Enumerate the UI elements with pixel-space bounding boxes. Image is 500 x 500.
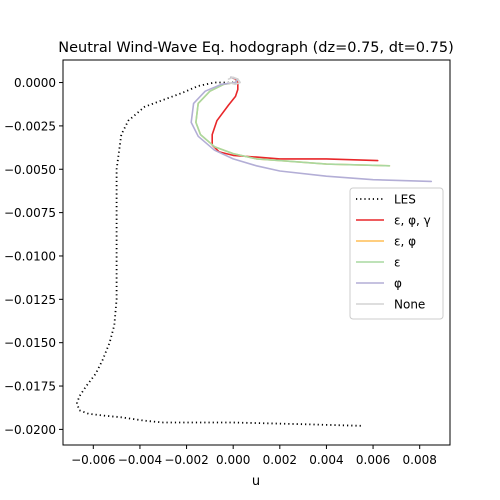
y-tick-label: 0.0000 <box>14 76 56 90</box>
x-tick-label: −0.004 <box>118 453 162 467</box>
series-line-4 <box>190 76 433 183</box>
x-tick-label: −0.002 <box>164 453 208 467</box>
legend-label: φ <box>394 277 402 291</box>
x-tick-label: 0.000 <box>216 453 250 467</box>
legend-label: None <box>394 298 425 312</box>
chart-title: Neutral Wind-Wave Eq. hodograph (dz=0.75… <box>58 40 454 56</box>
series-line-1 <box>211 76 379 162</box>
x-tick-label: 0.006 <box>356 453 390 467</box>
y-tick-label: −0.0100 <box>4 249 56 263</box>
x-axis-label: u <box>252 474 260 489</box>
x-tick-label: 0.008 <box>403 453 437 467</box>
y-axis-ticks: 0.0000 −0.0025 −0.0050 −0.0075 −0.0100 −0.012… <box>4 76 63 437</box>
x-tick-label: −0.006 <box>71 453 115 467</box>
y-tick-label: −0.0075 <box>4 206 56 220</box>
legend-label: ε, φ <box>394 235 416 249</box>
y-tick-label: −0.0025 <box>4 119 56 133</box>
x-tick-label: 0.002 <box>263 453 297 467</box>
y-tick-label: −0.0150 <box>4 336 56 350</box>
y-tick-label: −0.0200 <box>4 423 56 437</box>
plot-series <box>76 76 433 427</box>
legend-label: LES <box>394 193 416 207</box>
y-tick-label: −0.0125 <box>4 293 56 307</box>
y-tick-label: −0.0175 <box>4 380 56 394</box>
legend-label: ε, φ, γ <box>394 214 431 228</box>
plot-frame <box>62 59 451 446</box>
x-tick-label: 0.004 <box>309 453 343 467</box>
legend: LES ε, φ, γ ε, φ εφ None <box>349 187 444 320</box>
legend-label: ε <box>394 256 401 270</box>
x-axis-ticks: −0.006 −0.004 −0.002 0.000 0.002 0.004 0.006 0.… <box>71 445 437 467</box>
y-tick-label: −0.0050 <box>4 163 56 177</box>
series-line-0 <box>76 81 364 427</box>
series-line-5 <box>227 76 241 86</box>
